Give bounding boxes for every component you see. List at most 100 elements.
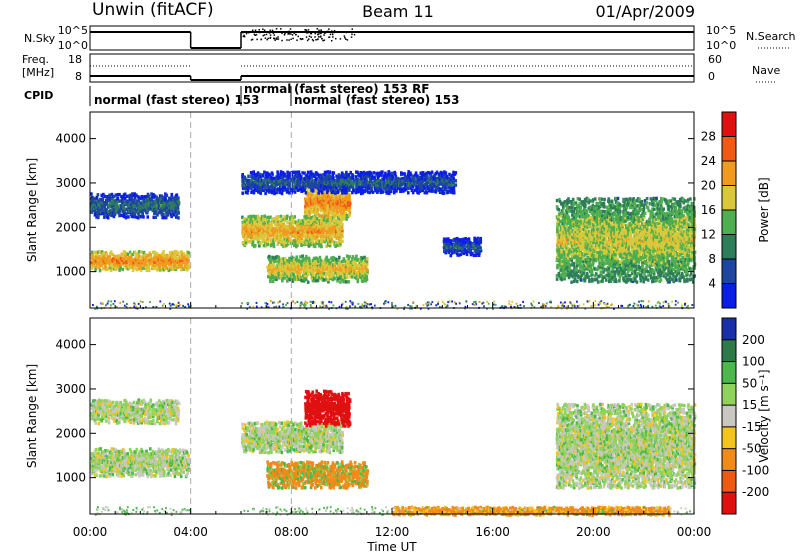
echo-cell	[244, 241, 248, 245]
echo-cell	[98, 255, 102, 259]
echo-cell	[303, 275, 306, 280]
echo-cell	[359, 271, 362, 276]
sky-noise-dot	[316, 31, 318, 34]
echo-cell	[270, 240, 273, 244]
echo-cell	[185, 268, 189, 272]
sky-noise-dot	[243, 35, 246, 38]
echo-cell	[285, 243, 288, 248]
cpid-seg-4: normal (fast stereo) 153	[294, 93, 460, 107]
echo-cell	[286, 214, 289, 218]
echo-cell	[101, 262, 104, 266]
echo-cell	[153, 250, 157, 255]
echo-cell	[244, 230, 248, 235]
echo-cell	[187, 258, 190, 262]
echo-cell	[130, 205, 134, 209]
echo-cell	[327, 233, 330, 237]
echo-cell	[572, 201, 575, 205]
echo-cell	[259, 241, 262, 246]
echo-cell	[307, 244, 311, 248]
echo-cell	[291, 267, 294, 272]
echo-cell	[280, 257, 283, 261]
echo-cell	[297, 240, 300, 245]
echo-cell	[119, 203, 123, 208]
echo-cell	[114, 256, 118, 260]
echo-cell	[349, 274, 352, 279]
sky-noise-dot	[260, 38, 262, 41]
echo-cell	[174, 259, 178, 264]
echo-cell	[325, 238, 329, 243]
echo-cell	[297, 264, 301, 269]
echo-cell	[187, 266, 191, 270]
echo-cell	[267, 228, 271, 232]
echo-cell	[150, 192, 153, 196]
echo-cell	[350, 266, 353, 271]
echo-cell	[162, 264, 165, 268]
power-echo-cells	[90, 112, 697, 310]
echo-cell	[249, 229, 252, 233]
sky-noise-dot	[291, 34, 294, 36]
echo-cell	[163, 215, 166, 220]
echo-cell	[285, 238, 289, 242]
echo-cell	[134, 265, 137, 270]
sky-noise-dot	[351, 28, 354, 30]
echo-cell	[327, 238, 330, 242]
echo-cell	[346, 262, 349, 267]
echo-cell	[295, 255, 299, 259]
echo-cell	[177, 196, 180, 200]
sky-noise-dot	[273, 37, 276, 40]
echo-cell	[299, 255, 302, 259]
echo-cell	[181, 260, 185, 265]
echo-cell	[264, 225, 268, 229]
echo-cell	[269, 279, 272, 284]
echo-cell	[115, 264, 119, 269]
echo-cell	[153, 209, 156, 213]
echo-cell	[323, 223, 327, 227]
echo-cell	[149, 205, 152, 209]
echo-cell	[332, 171, 336, 175]
echo-cell	[97, 208, 100, 213]
echo-cell	[113, 260, 116, 265]
sky-noise-dot	[353, 33, 356, 36]
echo-cell	[285, 231, 289, 235]
echo-cell	[95, 215, 98, 219]
echo-cell	[289, 238, 292, 242]
echo-cell	[137, 250, 141, 254]
echo-cell	[336, 272, 340, 276]
echo-cell	[114, 212, 117, 216]
sky-noise-dot	[251, 29, 254, 32]
echo-cell	[297, 227, 300, 231]
sky-noise-dot	[311, 38, 314, 41]
nave-tick-bottom: 0	[708, 70, 715, 83]
echo-cell	[139, 259, 142, 263]
echo-cell	[246, 188, 250, 192]
echo-cell	[357, 271, 360, 275]
echo-cell	[176, 265, 180, 269]
sky-noise-dot	[318, 29, 320, 32]
echo-cell	[251, 240, 255, 244]
echo-cell	[260, 221, 263, 225]
echo-cell	[165, 258, 169, 263]
echo-cell	[170, 250, 174, 255]
sky-noise-dot	[341, 31, 343, 33]
echo-cell	[584, 202, 587, 207]
echo-cell	[337, 265, 341, 269]
echo-cell	[104, 259, 107, 263]
echo-cell	[354, 261, 357, 266]
echo-cell	[109, 259, 113, 263]
sky-noise-dot	[315, 39, 317, 41]
echo-cell	[111, 204, 114, 209]
echo-cell	[142, 215, 145, 219]
echo-cell	[283, 230, 287, 235]
echo-cell	[283, 261, 286, 265]
sky-noise-dot	[243, 34, 245, 37]
echo-cell	[325, 278, 328, 282]
echo-cell	[288, 278, 292, 282]
echo-cell	[343, 259, 346, 263]
echo-cell	[280, 238, 283, 242]
echo-cell	[153, 194, 157, 198]
echo-cell	[311, 234, 314, 239]
echo-cell	[339, 266, 342, 270]
echo-cell	[292, 269, 296, 273]
echo-cell	[311, 261, 314, 265]
sky-noise-dot	[316, 28, 319, 30]
